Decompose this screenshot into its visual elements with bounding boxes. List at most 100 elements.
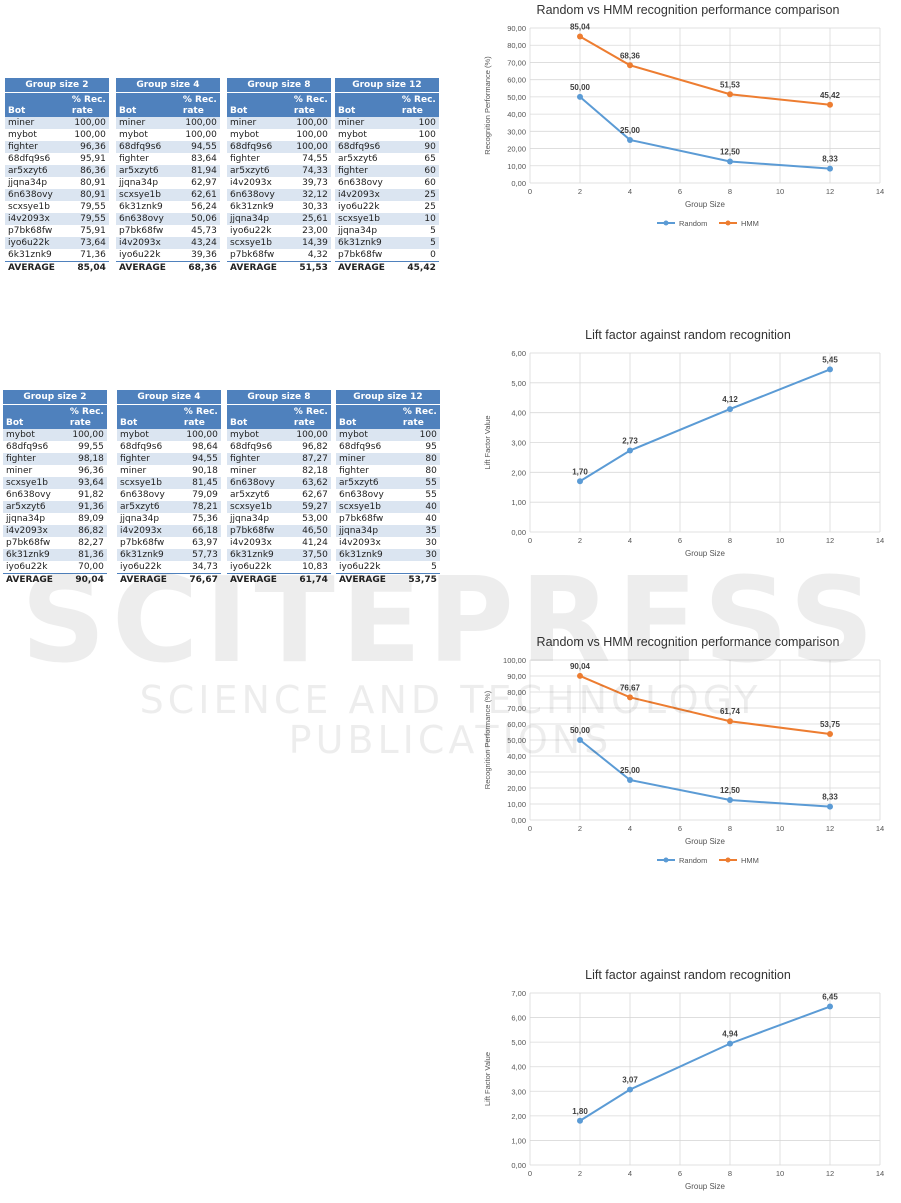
y-tick-label: 0,00: [511, 816, 526, 825]
table-row: fighter 74,55: [227, 153, 331, 165]
bot-name-cell: scxsye1b: [227, 501, 280, 513]
y-tick-label: 5,00: [511, 379, 526, 388]
data-point: [727, 91, 733, 98]
x-tick-label: 8: [728, 824, 732, 833]
chart-lift-1: Lift factor against random recognition 0,…: [483, 328, 884, 558]
table-row: p7bk68fw 63,97: [117, 537, 221, 549]
table-title: Group size 4: [116, 78, 220, 93]
bot-name-cell: scxsye1b: [336, 501, 389, 513]
column-header-bot: Bot: [116, 92, 169, 117]
data-point: [827, 165, 833, 172]
data-point: [627, 62, 633, 69]
average-value: 45,42: [387, 261, 439, 274]
bot-name-cell: 6k31znk9: [227, 201, 280, 213]
y-tick-label: 40,00: [507, 110, 526, 119]
data-point: [627, 136, 633, 143]
rate-cell: 100: [388, 429, 440, 441]
rate-cell: 62,97: [168, 177, 220, 189]
y-tick-label: 100,00: [503, 656, 526, 665]
table-row: i4v2093x 79,55: [5, 213, 109, 225]
data-label: 1,80: [572, 1107, 588, 1116]
table-set1-group12: Group size 12 Bot% Rec. rate miner 100 mybot 1…: [335, 78, 439, 274]
average-value: 68,36: [168, 261, 220, 274]
bot-name-cell: fighter: [5, 141, 58, 153]
y-tick-label: 3,00: [511, 1087, 526, 1096]
x-axis-label: Group Size: [685, 549, 726, 558]
rate-cell: 65: [387, 153, 439, 165]
data-point: [627, 777, 633, 783]
table-row: 6k31znk9 81,36: [3, 549, 107, 561]
y-tick-label: 70,00: [507, 58, 526, 67]
y-tick-label: 90,00: [507, 672, 526, 681]
bot-name-cell: iyo6u22k: [5, 237, 58, 249]
column-header-bot: Bot: [3, 404, 56, 429]
data-point: [827, 1003, 833, 1010]
table-row: p7bk68fw 82,27: [3, 537, 107, 549]
table-title: Group size 12: [335, 78, 439, 93]
column-header-rate-line1: % Rec.: [71, 95, 106, 105]
legend-label: Random: [679, 856, 707, 865]
rate-cell: 74,55: [279, 153, 331, 165]
rate-cell: 66,18: [169, 525, 221, 537]
column-header-rate-line1: % Rec.: [182, 95, 217, 105]
column-header-rate-line1: % Rec.: [69, 407, 104, 417]
rate-cell: 100,00: [168, 117, 220, 129]
rate-cell: 81,45: [169, 477, 221, 489]
data-label: 8,33: [822, 155, 838, 164]
average-label: AVERAGE: [335, 261, 388, 274]
table-row: i4v2093x 86,82: [3, 525, 107, 537]
table-row: ar5xzyt6 55: [336, 477, 440, 489]
rate-cell: 57,73: [169, 549, 221, 561]
table-row: p7bk68fw 45,73: [116, 225, 220, 237]
data-label: 12,50: [720, 786, 741, 795]
x-tick-label: 4: [628, 824, 632, 833]
rate-cell: 30: [388, 549, 440, 561]
y-tick-label: 70,00: [507, 704, 526, 713]
table-row: mybot 100,00: [227, 429, 331, 441]
bot-name-cell: p7bk68fw: [117, 537, 170, 549]
series-line: [579, 35, 831, 106]
bot-name-cell: i4v2093x: [5, 213, 58, 225]
rate-cell: 81,36: [55, 549, 107, 561]
x-axis-label: Group Size: [685, 200, 726, 209]
table-row: fighter 83,64: [116, 153, 220, 165]
rate-cell: 40: [388, 513, 440, 525]
rate-cell: 79,09: [169, 489, 221, 501]
average-value: 51,53: [279, 261, 331, 274]
bot-name-cell: p7bk68fw: [116, 225, 169, 237]
table-row: jjqna34p 89,09: [3, 513, 107, 525]
x-tick-label: 6: [678, 536, 682, 545]
y-axis-label: Recognition Performance (%): [483, 690, 492, 789]
x-tick-label: 2: [578, 187, 582, 196]
table-row: 68dfq9s6 98,64: [117, 441, 221, 453]
rate-cell: 79,55: [57, 201, 109, 213]
column-header-rate-line1: % Rec.: [401, 95, 436, 105]
bot-name-cell: mybot: [336, 429, 389, 441]
table-row: miner 80: [336, 453, 440, 465]
rate-cell: 55: [388, 477, 440, 489]
y-tick-label: 80,00: [507, 41, 526, 50]
column-header-bot: Bot: [117, 404, 170, 429]
table-set1-group4: Group size 4 Bot% Rec. rate miner 100,00 mybo…: [116, 78, 220, 274]
bot-name-cell: mybot: [5, 129, 58, 141]
bot-name-cell: i4v2093x: [116, 237, 169, 249]
average-value: 61,74: [279, 573, 331, 586]
bot-name-cell: i4v2093x: [227, 537, 280, 549]
rate-cell: 41,24: [279, 537, 331, 549]
average-label: AVERAGE: [5, 261, 58, 274]
data-label: 25,00: [620, 126, 641, 135]
bot-name-cell: iyo6u22k: [336, 561, 389, 574]
x-tick-label: 2: [578, 536, 582, 545]
table-row: fighter 96,36: [5, 141, 109, 153]
bot-name-cell: 6k31znk9: [335, 237, 388, 249]
bot-name-cell: 6n638ovy: [227, 477, 280, 489]
rate-cell: 43,24: [168, 237, 220, 249]
bot-name-cell: fighter: [117, 453, 170, 465]
table-row: iyo6u22k 39,36: [116, 249, 220, 262]
rate-cell: 95,91: [57, 153, 109, 165]
data-point: [827, 803, 833, 810]
rate-cell: 90: [387, 141, 439, 153]
bot-name-cell: mybot: [227, 429, 280, 441]
table-row: fighter 60: [335, 165, 439, 177]
x-tick-label: 12: [826, 536, 834, 545]
